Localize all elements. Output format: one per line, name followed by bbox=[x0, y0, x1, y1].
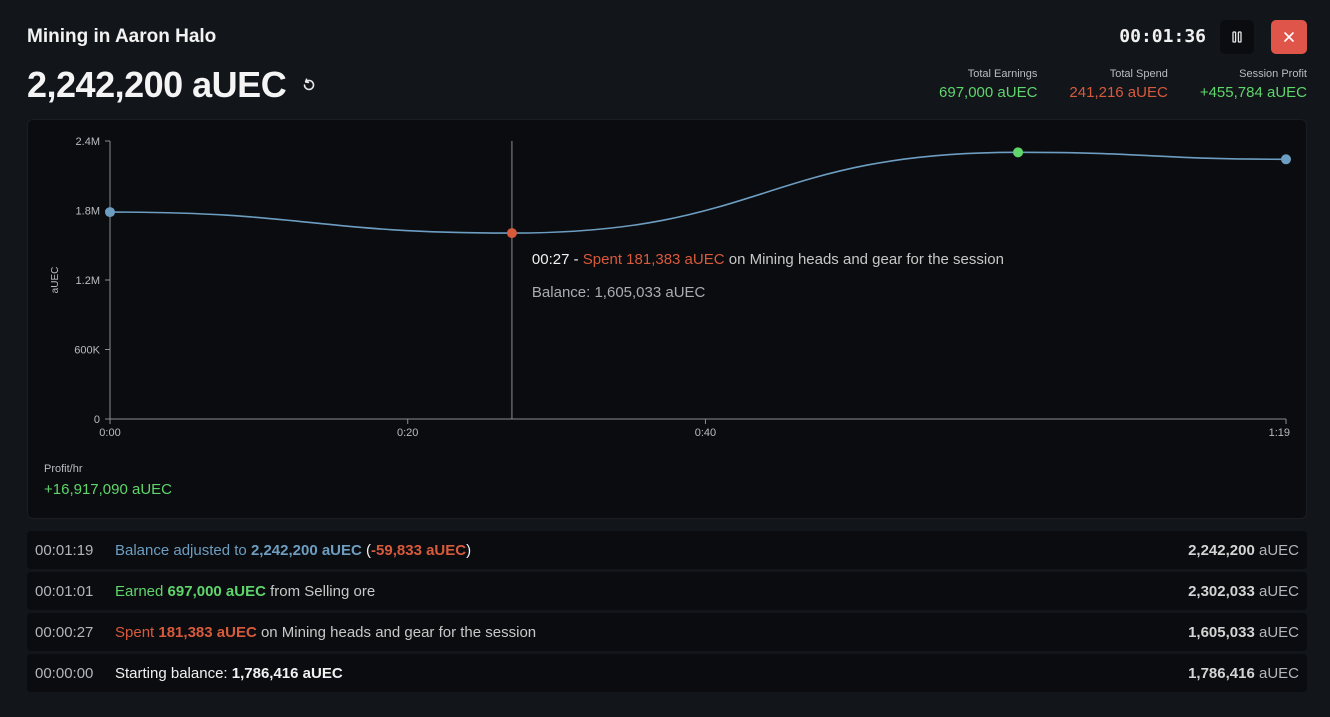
log-detail: from Selling ore bbox=[270, 582, 376, 600]
close-icon bbox=[1284, 32, 1294, 42]
x-tick-label: 1:19 bbox=[1269, 427, 1290, 439]
tooltip-balance: Balance: 1,605,033 aUEC bbox=[532, 284, 706, 301]
log-action: Earned bbox=[115, 582, 164, 600]
stat-total-earnings: Total Earnings 697,000 aUEC bbox=[939, 68, 1037, 101]
paren-close: ) bbox=[466, 541, 472, 559]
log-balance: 1,605,033 aUEC bbox=[1188, 624, 1299, 641]
y-tick-label: 1.2M bbox=[76, 275, 100, 287]
current-balance: 2,242,200 aUEC bbox=[27, 64, 287, 105]
stat-label: Total Spend bbox=[1109, 68, 1168, 80]
log-time: 00:00:00 bbox=[35, 664, 94, 682]
balance-line bbox=[109, 151, 1287, 234]
data-point bbox=[1013, 147, 1024, 158]
balance-chart: 0 600K 1.2M 1.8M 2.4M 0:00 0:20 0:40 1:19 aUEC 00:… bbox=[27, 119, 1307, 519]
log-amount: 697,000 aUEC bbox=[167, 582, 266, 600]
stat-session-profit: Session Profit +455,784 aUEC bbox=[1200, 68, 1307, 101]
log-description: Starting balance: 1,786,416 aUEC bbox=[115, 665, 343, 682]
x-tick-label: 0:40 bbox=[695, 427, 716, 439]
y-tick-label: 1.8M bbox=[76, 206, 100, 218]
log-description: Earned 697,000 aUEC from Selling ore bbox=[115, 583, 375, 600]
session-stats: Total Earnings 697,000 aUEC Total Spend … bbox=[939, 68, 1307, 101]
log-balance-value: 1,605,033 bbox=[1188, 623, 1255, 641]
paren-open: ( bbox=[366, 541, 372, 559]
session-timer: 00:01:36 bbox=[1119, 26, 1206, 47]
log-time: 00:01:19 bbox=[35, 541, 94, 559]
log-balance: 1,786,416 aUEC bbox=[1188, 665, 1299, 682]
log-balance: 2,242,200 aUEC bbox=[1188, 542, 1299, 559]
log-action: Spent bbox=[115, 623, 155, 641]
pause-icon bbox=[1232, 31, 1242, 43]
log-balance-value: 1,786,416 bbox=[1188, 664, 1255, 682]
y-tick-label: 0 bbox=[94, 414, 100, 426]
transaction-log: 00:01:19 Balance adjusted to 2,242,200 a… bbox=[27, 531, 1307, 695]
stat-value: 697,000 aUEC bbox=[939, 84, 1038, 101]
tooltip-amount: Spent 181,383 aUEC bbox=[583, 251, 729, 268]
log-description: Balance adjusted to 2,242,200 aUEC (-59,… bbox=[115, 542, 471, 559]
y-tick-label: 2.4M bbox=[76, 136, 100, 148]
log-time: 00:00:27 bbox=[35, 623, 94, 641]
stat-value: 241,216 aUEC bbox=[1069, 84, 1168, 101]
x-tick-label: 0:00 bbox=[99, 427, 120, 439]
profit-rate-label: Profit/hr bbox=[44, 463, 83, 475]
log-amount: 1,786,416 aUEC bbox=[231, 664, 343, 682]
stat-label: Session Profit bbox=[1239, 68, 1307, 80]
log-balance-value: 2,242,200 bbox=[1188, 541, 1255, 559]
log-balance-unit: aUEC bbox=[1258, 582, 1299, 600]
log-detail: on Mining heads and gear for the session bbox=[260, 623, 537, 641]
close-button[interactable] bbox=[1271, 20, 1307, 54]
stat-value: +455,784 aUEC bbox=[1199, 84, 1307, 101]
log-amount: 2,242,200 aUEC bbox=[250, 541, 362, 559]
log-balance-value: 2,302,033 bbox=[1188, 582, 1255, 600]
y-axis-label: aUEC bbox=[50, 267, 61, 294]
stat-label: Total Earnings bbox=[967, 68, 1038, 80]
log-row: 00:00:27 Spent 181,383 aUEC on Mining he… bbox=[27, 613, 1307, 651]
log-balance-unit: aUEC bbox=[1258, 541, 1299, 559]
log-amount: 181,383 aUEC bbox=[158, 623, 257, 641]
session-title: Mining in Aaron Halo bbox=[27, 26, 217, 47]
profit-rate-value: +16,917,090 aUEC bbox=[44, 481, 173, 498]
log-balance-unit: aUEC bbox=[1258, 623, 1299, 641]
tooltip-time: 00:27 - bbox=[532, 251, 583, 268]
log-row: 00:01:19 Balance adjusted to 2,242,200 a… bbox=[27, 531, 1307, 569]
log-balance: 2,302,033 aUEC bbox=[1188, 583, 1299, 600]
data-point bbox=[105, 207, 115, 218]
data-point bbox=[506, 228, 517, 239]
stat-total-spend: Total Spend 241,216 aUEC bbox=[1069, 68, 1167, 101]
balance-row: 2,242,200 aUEC bbox=[27, 64, 318, 106]
y-tick-label: 600K bbox=[74, 345, 100, 357]
log-delta: -59,833 aUEC bbox=[371, 541, 467, 559]
log-action: Balance adjusted to bbox=[115, 541, 247, 559]
reset-icon[interactable] bbox=[300, 76, 318, 94]
pause-button[interactable] bbox=[1220, 20, 1254, 54]
tooltip-detail: on Mining heads and gear for the session bbox=[729, 251, 1004, 268]
log-row: 00:00:00 Starting balance: 1,786,416 aUE… bbox=[27, 654, 1307, 692]
log-description: Spent 181,383 aUEC on Mining heads and g… bbox=[115, 624, 536, 641]
balance-chart-svg: 0 600K 1.2M 1.8M 2.4M 0:00 0:20 0:40 1:19 aUEC 00:… bbox=[50, 136, 1291, 439]
x-tick-label: 0:20 bbox=[397, 427, 418, 439]
log-balance-unit: aUEC bbox=[1258, 664, 1299, 682]
log-row: 00:01:01 Earned 697,000 aUEC from Sellin… bbox=[27, 572, 1307, 610]
log-time: 00:01:01 bbox=[35, 582, 94, 600]
log-action: Starting balance: bbox=[115, 664, 228, 682]
data-point bbox=[1281, 154, 1291, 165]
tooltip-line: 00:27 - Spent 181,383 aUEC on Mining hea… bbox=[532, 251, 1004, 268]
